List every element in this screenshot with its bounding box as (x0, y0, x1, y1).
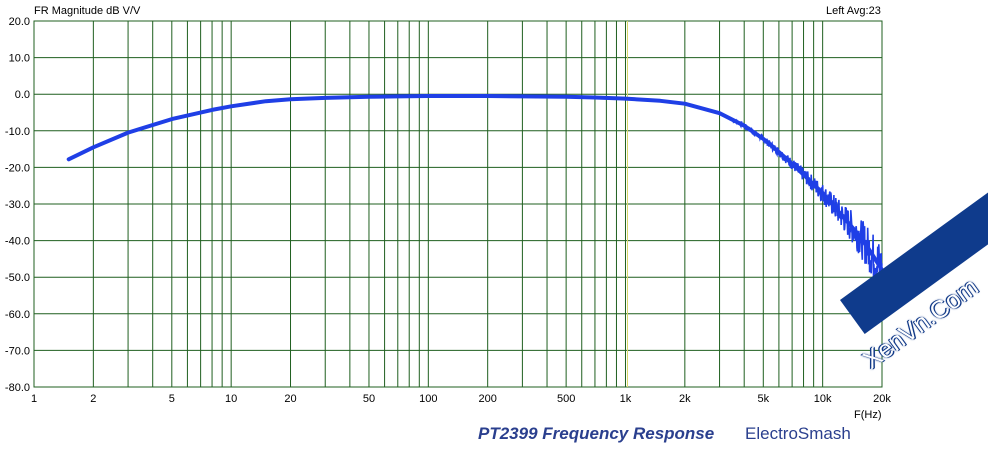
x-tick-label: 200 (478, 393, 496, 405)
x-tick-label: 2k (679, 393, 691, 405)
y-tick-label: -20.0 (5, 162, 30, 174)
chart-header-channel: Left Avg:23 (826, 5, 881, 17)
y-tick-labels: 20.0 10.0 0.0 -10.0 -20.0 -30.0 -40.0 -50.0 -60.… (5, 16, 30, 394)
x-gridlines (33, 21, 883, 387)
x-tick-label: 1 (31, 393, 37, 405)
y-tick-label: -30.0 (5, 199, 30, 211)
x-tick-label: 10 (225, 393, 237, 405)
chart-header-title: FR Magnitude dB V/V (34, 5, 141, 17)
x-tick-label: 100 (419, 393, 437, 405)
x-tick-label: 5 (169, 393, 175, 405)
x-tick-label: 5k (757, 393, 769, 405)
y-tick-label: -50.0 (5, 272, 30, 284)
x-tick-label: 2 (90, 393, 96, 405)
x-tick-label: 50 (363, 393, 375, 405)
y-tick-label: 20.0 (9, 16, 30, 28)
caption-site: ElectroSmash (745, 424, 851, 443)
y-tick-label: 10.0 (9, 53, 30, 65)
caption-title: PT2399 Frequency Response (478, 424, 715, 443)
x-tick-label: 20 (284, 393, 296, 405)
y-tick-label: -60.0 (5, 309, 30, 321)
y-tick-label: -10.0 (5, 126, 30, 138)
x-tick-label: 10k (814, 393, 832, 405)
y-tick-label: -70.0 (5, 345, 30, 357)
x-axis-label: F(Hz) (854, 409, 882, 421)
x-tick-label: 1k (620, 393, 632, 405)
x-tick-label: 20k (873, 393, 891, 405)
y-gridlines (34, 20, 882, 388)
series-layer (66, 94, 884, 283)
x-tick-label: 500 (557, 393, 575, 405)
series-noise (732, 118, 883, 283)
x-tick-labels: 1 2 5 10 20 50 100 200 500 1k 2k 5k 10k 20k (31, 393, 891, 405)
y-tick-label: -40.0 (5, 236, 30, 248)
y-tick-label: -80.0 (5, 382, 30, 394)
y-tick-label: 0.0 (15, 89, 30, 101)
